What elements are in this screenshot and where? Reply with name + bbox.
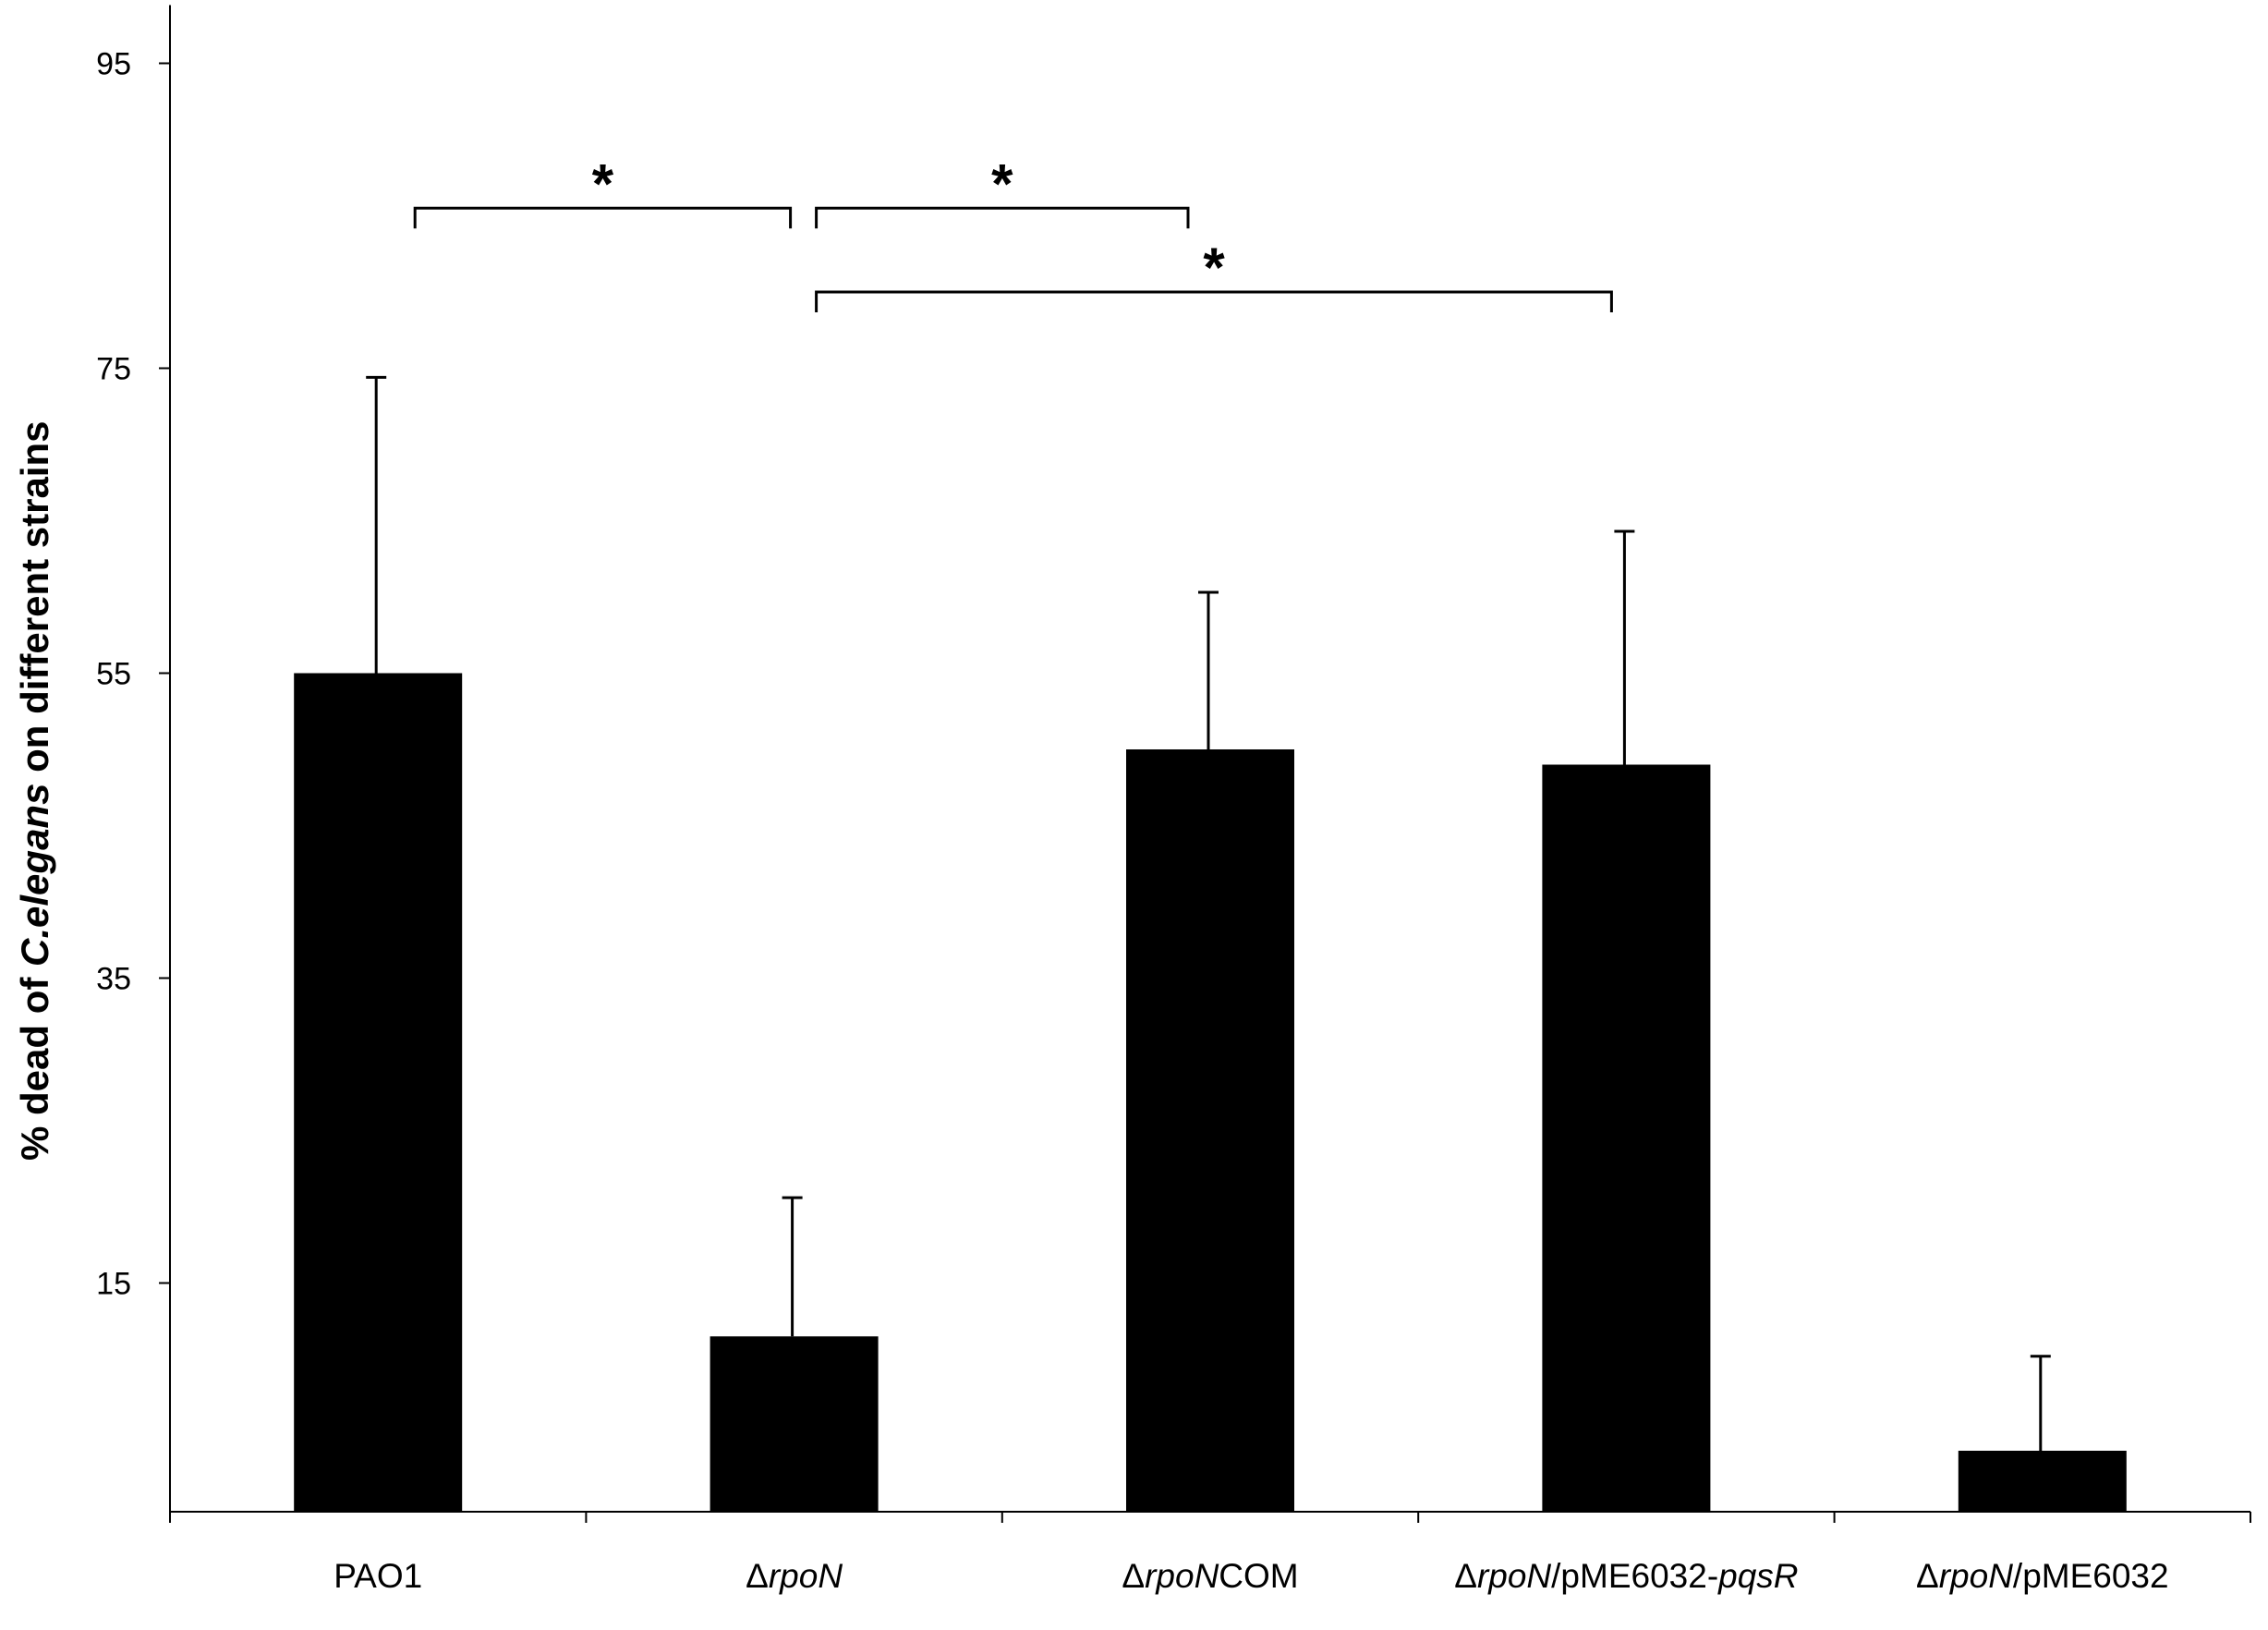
label-part: rpoN [1477,1557,1551,1595]
label-part: COM [1219,1557,1298,1595]
significance-bracket [815,290,1613,312]
x-tick-label: ΔrpoNCOM [1122,1557,1298,1595]
label-part: PAO1 [334,1557,422,1595]
label-part: Δ [1916,1557,1939,1595]
label-part: rpoN [1145,1557,1219,1595]
label-part: Δ [1454,1557,1477,1595]
label-part: /pME6032 [2013,1557,2169,1595]
y-tick-label: 55 [96,657,131,692]
label-part: pqsR [1717,1557,1798,1595]
x-tick-label: ΔrpoN [746,1557,843,1595]
significance-star: * [592,152,614,214]
y-axis-title: % dead of C.elegans on different strains [13,420,56,1161]
bars [294,673,2127,1512]
label-part: rpoN [1939,1557,2013,1595]
label-part: rpoN [769,1557,843,1595]
y-tick-label: 95 [96,47,131,82]
bar [1958,1451,2127,1512]
significance-bracket [815,206,1190,229]
significance-star: * [991,152,1013,214]
bar [710,1336,879,1512]
label-part: /pME6032- [1551,1557,1718,1595]
significance-star: * [1203,237,1225,298]
label-part: % dead of [13,967,56,1161]
x-tick-label: ΔrpoN/pME6032-pqsR [1454,1557,1798,1595]
y-tick-label: 15 [96,1267,131,1302]
y-tick-label: 75 [96,352,131,387]
x-tick-label: ΔrpoN/pME6032 [1916,1557,2169,1595]
label-part: C.elegans [13,784,56,967]
bar [1542,764,1711,1512]
error-bars [366,375,2051,1451]
label-part: Δ [1122,1557,1145,1595]
bar [1126,749,1294,1512]
label-part: on different strains [13,420,56,783]
significance-brackets [413,206,1613,312]
x-tick-label: PAO1 [334,1557,422,1595]
bar [294,673,463,1512]
label-part: Δ [746,1557,769,1595]
y-tick-label: 35 [96,962,131,997]
significance-bracket [413,206,793,229]
